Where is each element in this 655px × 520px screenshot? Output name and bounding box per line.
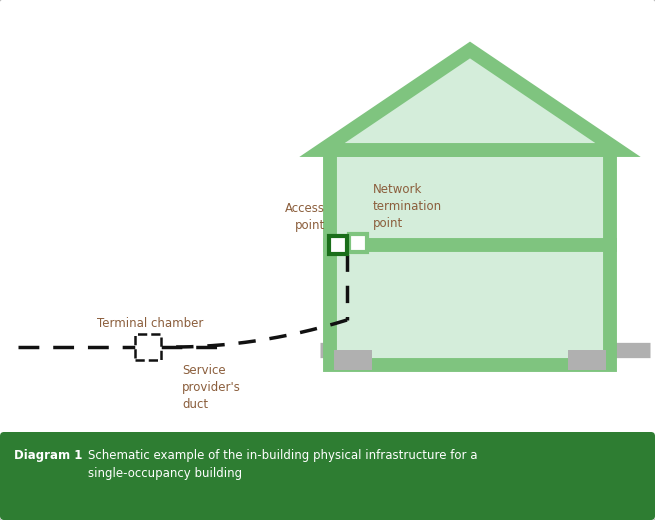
Text: Diagram 1: Diagram 1	[14, 449, 83, 462]
Polygon shape	[322, 50, 618, 150]
Bar	[329, 236, 347, 254]
Text: Service
provider's
duct: Service provider's duct	[182, 364, 241, 411]
Bar	[330, 150, 610, 365]
Bar	[568, 350, 606, 370]
Bar	[135, 334, 161, 360]
Text: Access
point: Access point	[285, 202, 325, 232]
Text: Schematic example of the in-building physical infrastructure for a
single-occupa: Schematic example of the in-building phy…	[88, 449, 477, 480]
Text: Network
termination
point: Network termination point	[373, 183, 442, 230]
Bar	[349, 234, 367, 252]
Bar	[334, 350, 372, 370]
Text: Terminal chamber: Terminal chamber	[97, 317, 203, 330]
FancyBboxPatch shape	[0, 432, 655, 520]
